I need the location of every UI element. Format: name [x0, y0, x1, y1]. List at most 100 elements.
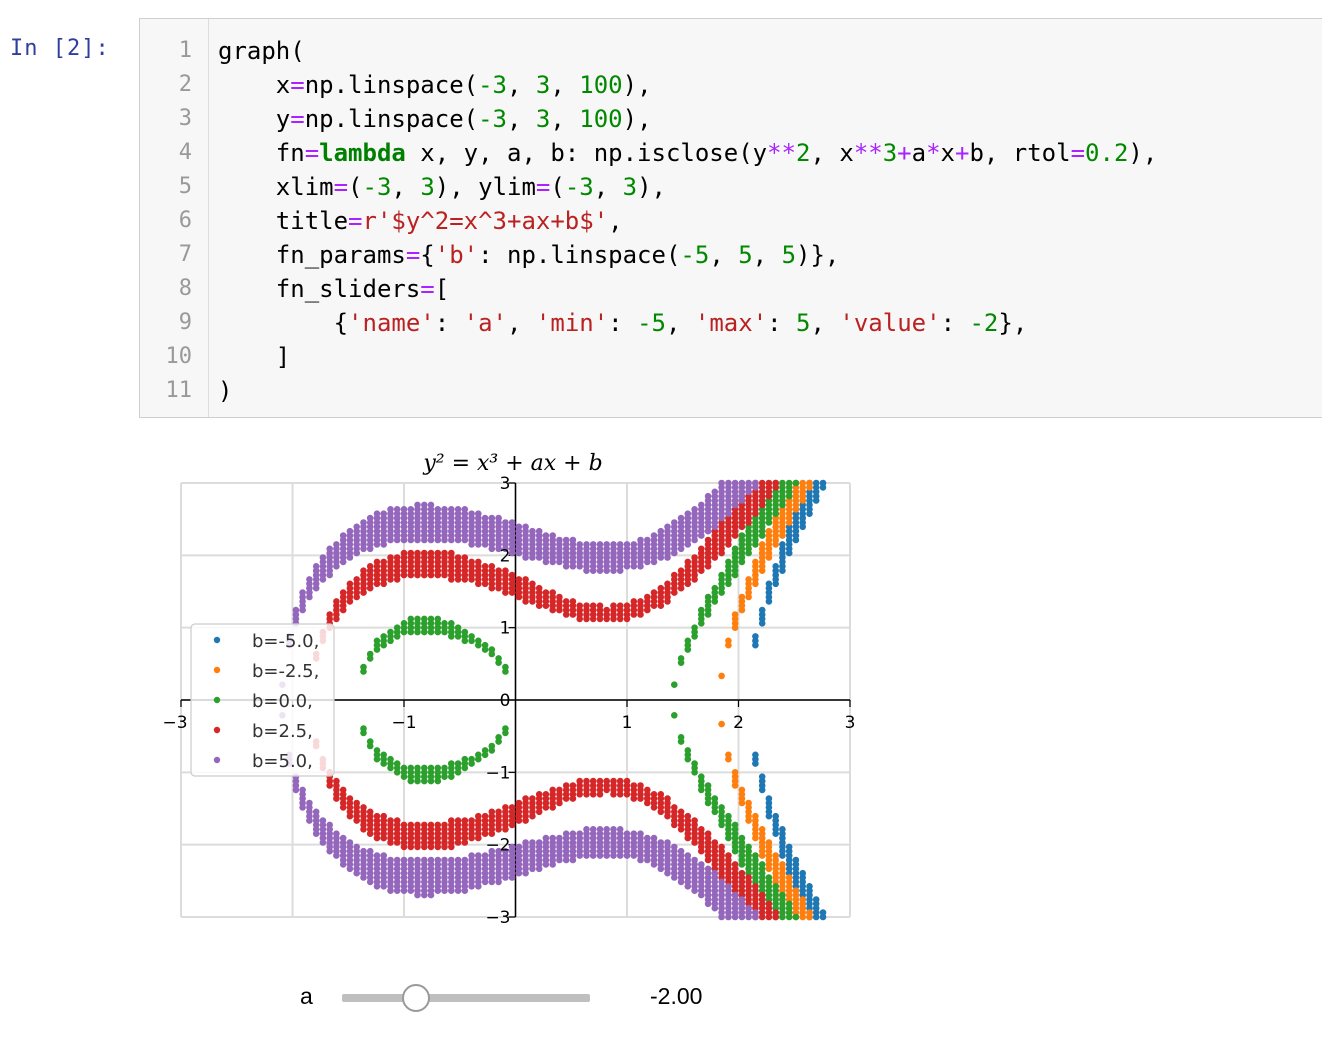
data-point [495, 655, 502, 662]
data-point [326, 611, 333, 618]
code-token: = [420, 275, 435, 303]
data-point [454, 506, 462, 513]
data-point [556, 536, 563, 544]
data-point [535, 791, 543, 798]
code-token: ), [622, 71, 652, 99]
data-point [414, 856, 421, 864]
code-token: = [348, 207, 363, 235]
data-point [576, 777, 583, 785]
data-point [360, 663, 367, 671]
code-token: -3 [478, 105, 507, 133]
data-point [677, 655, 685, 662]
data-point [306, 576, 313, 583]
data-point [725, 637, 732, 645]
code-token: + [954, 139, 970, 167]
data-point [529, 527, 536, 535]
data-point [488, 514, 496, 522]
data-point [630, 830, 638, 837]
slider-thumb[interactable] [402, 984, 431, 1012]
data-point [731, 479, 739, 487]
data-point [475, 852, 482, 859]
series-b5.0 [279, 479, 759, 921]
data-point [508, 519, 516, 526]
code-token: y [218, 105, 291, 133]
data-point [454, 760, 462, 767]
code-token: = [290, 105, 305, 133]
data-point [346, 839, 354, 846]
data-point [576, 602, 583, 609]
data-point [542, 589, 550, 596]
data-point [373, 747, 381, 754]
data-point [772, 563, 779, 570]
code-token: = [1070, 139, 1086, 167]
data-point [650, 532, 658, 539]
data-point [630, 782, 638, 789]
data-point [346, 580, 354, 588]
code-token: [ [434, 275, 450, 303]
data-point [765, 900, 773, 908]
code-line: fn_params={'b': np.linspace(-5, 5, 5)}, [218, 238, 1157, 272]
code-token: ( [348, 173, 363, 201]
data-point [637, 536, 644, 544]
data-point [785, 843, 793, 851]
data-point [366, 514, 374, 522]
data-point [677, 567, 685, 574]
line-number: 2 [178, 72, 192, 97]
data-point [765, 839, 773, 846]
data-point [441, 506, 448, 513]
data-point [461, 628, 469, 636]
data-point [725, 883, 732, 890]
data-point [299, 786, 306, 794]
data-point [799, 479, 806, 487]
legend: b=-5.0, b=-2.5, b=0.0, b=2.5, b=5.0, [190, 623, 335, 777]
data-point [333, 541, 340, 548]
code-editor[interactable]: graph( x=np.linspace(-3, 3, 100), y=np.l… [218, 34, 1157, 408]
data-point [664, 523, 671, 531]
code-line: title=r'$y^2=x^3+ax+b$', [218, 204, 1157, 238]
data-point [481, 514, 489, 522]
data-point [488, 646, 496, 653]
legend-label: b=0.0, [252, 691, 313, 712]
data-point [535, 527, 543, 535]
code-token: = [535, 173, 551, 201]
data-point [407, 821, 415, 829]
data-point [671, 519, 678, 526]
data-point [752, 812, 759, 820]
data-point [515, 523, 523, 531]
code-token: = [304, 139, 320, 167]
code-token: * [926, 139, 941, 167]
data-point [353, 799, 360, 807]
data-point [522, 523, 529, 531]
data-point [637, 830, 644, 837]
code-token: ) [218, 377, 233, 405]
legend-marker [213, 666, 221, 674]
code-token: r'$y^2=x^3+ax+b$' [362, 207, 609, 235]
code-token: : [940, 309, 970, 337]
data-point [610, 602, 617, 609]
data-point [637, 782, 644, 789]
data-point [414, 501, 421, 509]
code-cell[interactable]: 1 2 3 4 5 6 7 8 9 10 11 graph( x=np.linspace(-3, 3… [139, 18, 1322, 418]
data-point [366, 563, 374, 570]
data-point [502, 663, 509, 671]
code-token: b, rtol [969, 139, 1071, 167]
data-point [421, 764, 428, 772]
data-point [738, 532, 746, 539]
code-token: 100 [579, 105, 623, 133]
y-tick-label: −3 [485, 908, 510, 928]
data-point [488, 742, 496, 750]
data-point [421, 615, 428, 623]
data-point [752, 909, 759, 916]
data-point [698, 501, 705, 509]
data-point [529, 795, 536, 802]
data-point [596, 602, 604, 609]
data-point [623, 602, 631, 609]
data-point [731, 861, 739, 868]
code-token: np.linspace( [304, 105, 479, 133]
slider-track[interactable] [342, 994, 590, 1002]
data-point [400, 506, 408, 513]
data-point [339, 834, 347, 842]
data-point [644, 786, 651, 794]
data-point [758, 826, 766, 833]
data-point [677, 514, 685, 522]
